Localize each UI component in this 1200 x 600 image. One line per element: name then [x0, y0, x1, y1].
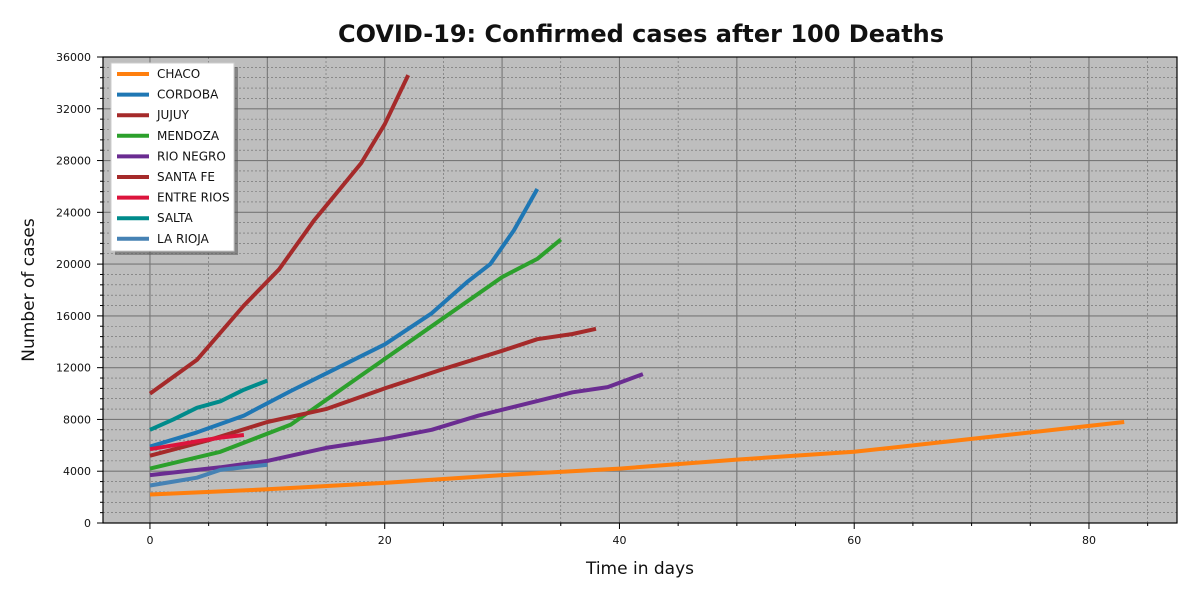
legend-label: LA RIOJA — [157, 232, 210, 246]
plot-area: 0 20 40 60 80 0 4000 8000 12000 16000 20000 24000 28… — [56, 51, 1178, 547]
plot-background — [103, 57, 1177, 523]
series-line-santa-fe — [149, 326, 597, 458]
y-axis-label: Number of cases — [19, 218, 39, 362]
series-line-cordoba — [149, 188, 540, 449]
x-tick-label: 40 — [612, 534, 626, 547]
legend-label: ENTRE RIOS — [157, 191, 230, 205]
y-tick-label: 28000 — [56, 155, 91, 168]
series-line-mendoza — [149, 237, 563, 471]
series-line-la-rioja — [149, 462, 268, 488]
y-tick-label: 8000 — [63, 413, 91, 426]
y-tick-label: 16000 — [56, 310, 91, 323]
legend-label: MENDOZA — [157, 129, 220, 143]
legend: CHACO CORDOBA JUJUY MENDOZA RIO NEGRO SANTA F… — [110, 62, 238, 255]
y-tick-label: 20000 — [56, 258, 91, 271]
x-tick-label: 60 — [847, 534, 861, 547]
series-line-salta — [149, 378, 269, 432]
y-tick-label: 0 — [84, 517, 91, 530]
y-tick-label: 4000 — [63, 465, 91, 478]
x-tick-label: 20 — [378, 534, 392, 547]
legend-label: JUJUY — [156, 108, 190, 122]
x-tick-label: 0 — [146, 534, 153, 547]
y-tick-label: 32000 — [56, 103, 91, 116]
x-tick-label: 80 — [1082, 534, 1096, 547]
legend-label: CORDOBA — [157, 88, 219, 102]
y-tick-label: 12000 — [56, 362, 91, 375]
legend-label: CHACO — [157, 67, 200, 81]
x-axis-label: Time in days — [585, 559, 694, 579]
series-line-jujuy — [148, 74, 411, 396]
series-line-rio-negro — [149, 372, 644, 478]
y-tick-label: 24000 — [56, 206, 91, 219]
plot-frame — [102, 56, 1178, 524]
series-line-chaco — [149, 420, 1125, 497]
legend-label: SALTA — [157, 211, 193, 225]
y-tick-label: 36000 — [56, 51, 91, 64]
legend-label: RIO NEGRO — [157, 149, 226, 163]
chart-title: COVID-19: Confirmed cases after 100 Deat… — [338, 20, 944, 48]
series-line-entre-rios — [149, 433, 245, 452]
legend-label: SANTA FE — [157, 170, 215, 184]
